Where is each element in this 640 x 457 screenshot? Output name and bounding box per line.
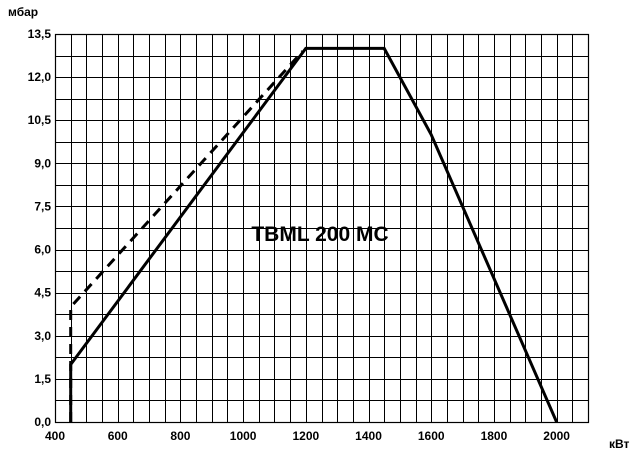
x-tick-label: 400	[45, 429, 65, 443]
y-tick-label: 7,5	[34, 199, 51, 213]
y-tick-label: 3,0	[34, 329, 51, 343]
y-tick-label: 10,5	[28, 113, 52, 127]
series-line-dashed	[69, 50, 304, 422]
x-tick-label: 2000	[543, 429, 570, 443]
y-tick-label: 13,5	[28, 27, 52, 41]
y-tick-label: 4,5	[34, 286, 51, 300]
y-axis-label: мбар	[8, 5, 38, 19]
grid	[54, 33, 590, 424]
series-group	[69, 46, 558, 423]
chart-annotation: TBML 200 MC	[251, 223, 388, 246]
y-tick-label: 9,0	[34, 156, 51, 170]
y-tick-label: 0,0	[34, 415, 51, 429]
x-axis-label: кВт	[609, 437, 630, 451]
y-tick-label: 6,0	[34, 243, 51, 257]
plot-frame	[54, 33, 590, 424]
x-tick-label: 1800	[481, 429, 508, 443]
y-tick-label: 12,0	[28, 70, 52, 84]
series-line-solid	[69, 46, 558, 423]
x-tick-label: 1600	[418, 429, 445, 443]
y-tick-label: 1,5	[34, 372, 51, 386]
y-tick-labels: 0,0 1,5 3,0 4,5 6,0 7,5 9,0 10,5 12,0 13,5	[28, 27, 52, 429]
x-tick-label: 800	[170, 429, 190, 443]
x-tick-label: 600	[108, 429, 128, 443]
x-tick-labels: 400 600 800 1000 1200 1400 1600 1800 2000	[45, 429, 570, 443]
x-tick-label: 1400	[355, 429, 382, 443]
x-tick-label: 1000	[230, 429, 257, 443]
x-tick-label: 1200	[292, 429, 319, 443]
